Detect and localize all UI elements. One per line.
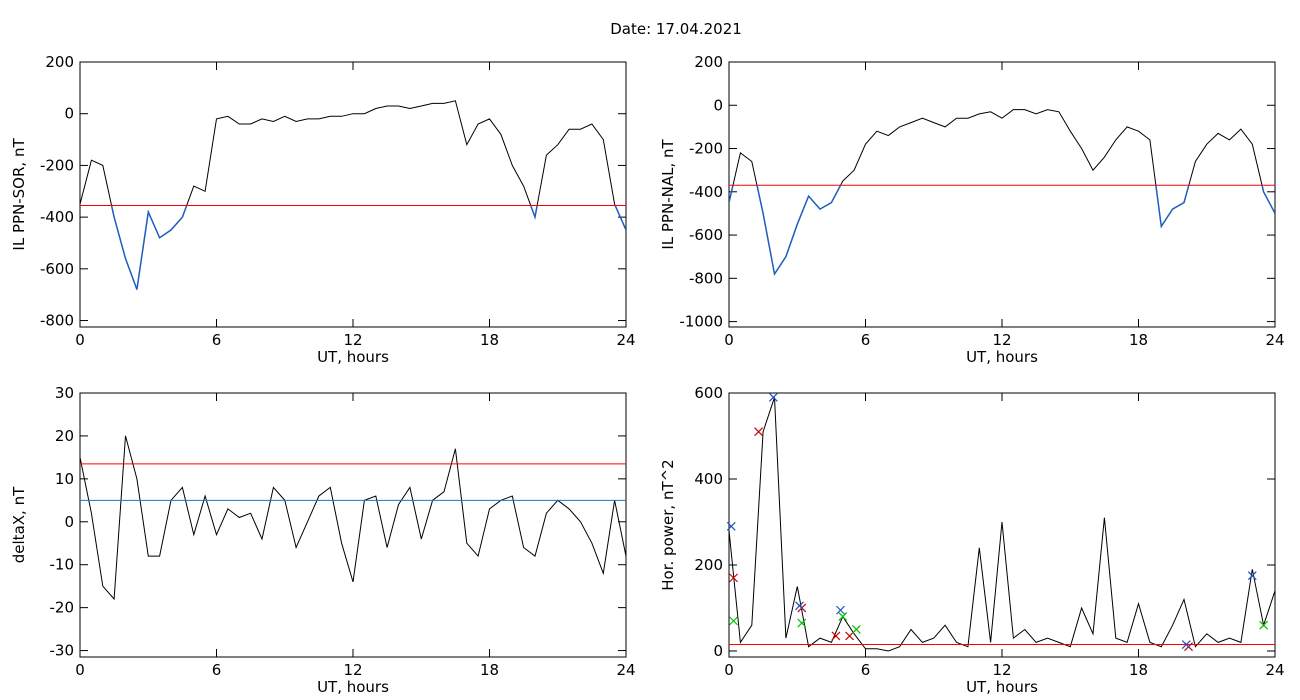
y-axis-label: deltaX, nT	[10, 486, 28, 563]
data-line	[80, 100, 626, 290]
x-tick-label: 0	[724, 661, 734, 679]
x-tick-label: 6	[212, 661, 222, 679]
plot-frame	[728, 61, 1276, 328]
y-tick-label: 200	[694, 556, 723, 574]
marker	[831, 631, 841, 641]
x-axis-label: UT, hours	[317, 348, 389, 366]
marker	[754, 427, 763, 437]
x-tick-label: 24	[1265, 331, 1284, 349]
marker	[1181, 640, 1191, 649]
marker	[851, 625, 861, 634]
y-tick-label: -200	[689, 140, 723, 158]
y-tick-label: -10	[50, 556, 75, 574]
x-tick-label: 12	[343, 331, 362, 349]
marker	[795, 601, 804, 611]
y-tick-label: -800	[689, 269, 723, 287]
y-tick-label: -30	[50, 642, 75, 660]
x-tick-label: 18	[1129, 661, 1148, 679]
x-tick-label: 0	[75, 661, 85, 679]
x-tick-label: 18	[480, 331, 499, 349]
y-tick-label: 30	[55, 384, 74, 402]
marker	[797, 618, 807, 628]
marker	[726, 521, 736, 531]
x-axis-label: UT, hours	[966, 678, 1038, 696]
data-line	[80, 435, 626, 601]
y-tick-label: 20	[55, 427, 74, 445]
y-axis-label: IL PPN-NAL, nT	[659, 139, 677, 250]
x-axis-label: UT, hours	[317, 678, 389, 696]
marker	[729, 616, 738, 626]
x-tick-label: 6	[861, 661, 871, 679]
chart-title: Date: 17.04.2021	[610, 20, 742, 38]
below-threshold-line	[110, 205, 626, 290]
x-tick-label: 24	[1265, 661, 1284, 679]
x-tick-label: 0	[724, 331, 734, 349]
y-tick-label: -600	[689, 226, 723, 244]
y-tick-label: -400	[40, 208, 74, 226]
x-tick-label: 6	[212, 331, 222, 349]
x-tick-label: 18	[1129, 331, 1148, 349]
y-tick-label: 600	[694, 384, 723, 402]
x-tick-label: 12	[992, 661, 1011, 679]
marker	[768, 392, 778, 402]
y-axis-label: Hor. power, nT^2	[659, 459, 677, 590]
x-tick-label: 6	[861, 331, 871, 349]
data-line	[729, 397, 1275, 652]
y-tick-label: 10	[55, 470, 74, 488]
y-tick-label: 0	[713, 642, 723, 660]
marker	[836, 605, 845, 615]
marker	[1247, 571, 1257, 581]
x-axis-label: UT, hours	[966, 348, 1038, 366]
plot-frame	[79, 61, 627, 328]
x-tick-label: 24	[616, 661, 635, 679]
marker	[729, 573, 738, 583]
y-tick-label: -600	[40, 260, 74, 278]
x-tick-label: 18	[480, 661, 499, 679]
y-tick-label: -800	[40, 312, 74, 330]
marker	[838, 612, 848, 622]
y-tick-label: 400	[694, 470, 723, 488]
y-tick-label: 0	[64, 513, 74, 531]
x-tick-label: 12	[992, 331, 1011, 349]
x-tick-label: 0	[75, 331, 85, 349]
y-tick-label: -400	[689, 183, 723, 201]
y-tick-label: 0	[713, 96, 723, 114]
y-tick-label: -200	[40, 156, 74, 174]
y-tick-label: -20	[50, 599, 75, 617]
data-line	[729, 109, 1275, 276]
y-tick-label: 0	[64, 105, 74, 123]
y-tick-label: 200	[45, 53, 74, 71]
y-tick-label: 200	[694, 53, 723, 71]
x-tick-label: 12	[343, 661, 362, 679]
plot-frame	[79, 392, 627, 658]
x-tick-label: 24	[616, 331, 635, 349]
marker	[1259, 620, 1269, 630]
below-threshold-line	[729, 185, 1275, 276]
y-tick-label: -1000	[679, 313, 723, 331]
y-axis-label: IL PPN-SOR, nT	[10, 138, 28, 251]
